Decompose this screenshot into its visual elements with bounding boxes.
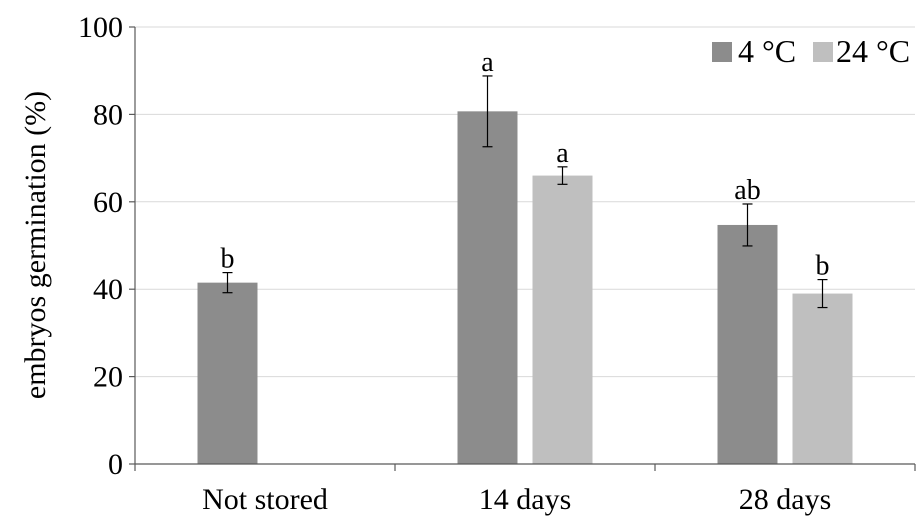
y-tick-label: 20 bbox=[93, 361, 123, 394]
bar bbox=[717, 224, 778, 464]
error-bars bbox=[222, 75, 828, 309]
x-tick-labels: Not stored 14 days 28 days bbox=[202, 483, 831, 516]
significance-letter: b bbox=[221, 244, 235, 275]
y-axis-title: embryos germination (%) bbox=[19, 91, 52, 399]
significance-letter: a bbox=[556, 138, 569, 169]
y-tick-labels: 0 20 40 60 80 100 bbox=[78, 11, 123, 481]
significance-letter: a bbox=[481, 47, 494, 78]
bar bbox=[457, 111, 518, 464]
significance-letters: b a a ab b bbox=[221, 47, 830, 282]
axes bbox=[129, 26, 916, 471]
y-tick-label: 60 bbox=[93, 186, 123, 219]
bar bbox=[792, 293, 853, 464]
bar bbox=[532, 175, 593, 464]
bars bbox=[197, 111, 853, 464]
y-tick-label: 40 bbox=[93, 273, 123, 306]
legend: 4 °C 24 °C bbox=[712, 33, 910, 69]
y-tick-label: 100 bbox=[78, 11, 123, 44]
y-tick-label: 80 bbox=[93, 98, 123, 131]
legend-swatch bbox=[813, 42, 833, 62]
bar bbox=[197, 282, 258, 464]
legend-label: 4 °C bbox=[738, 33, 796, 69]
legend-swatch bbox=[712, 42, 732, 62]
gridlines bbox=[135, 26, 915, 378]
y-tick-label: 0 bbox=[108, 448, 123, 481]
x-tick-label: 14 days bbox=[479, 483, 572, 516]
legend-label: 24 °C bbox=[836, 33, 910, 69]
x-tick-label: 28 days bbox=[739, 483, 832, 516]
significance-letter: b bbox=[816, 251, 830, 282]
significance-letter: ab bbox=[734, 175, 760, 206]
x-tick-label: Not stored bbox=[202, 483, 328, 516]
